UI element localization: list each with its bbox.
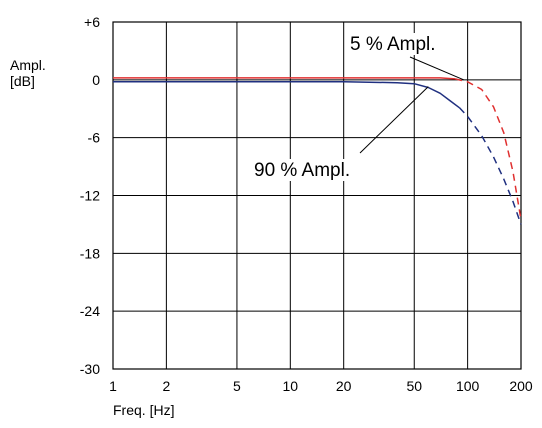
annotation-leader-line [409, 56, 464, 81]
annotation-leader-line [359, 86, 429, 154]
annotation-label: 5 % Ampl. [350, 34, 436, 55]
series-line-2-solid [113, 81, 460, 109]
x-tick-label: 20 [336, 378, 352, 394]
y-tick-label: -6 [88, 130, 101, 146]
x-tick-label: 10 [283, 378, 299, 394]
y-tick-label: -24 [80, 303, 100, 319]
x-axis-label: Freq. [Hz] [113, 402, 174, 418]
x-tick-label: 50 [406, 378, 422, 394]
y-axis-label: Ampl. [10, 57, 46, 73]
annotation-background [252, 159, 354, 181]
y-tick-label: +6 [84, 14, 100, 30]
annotation-background [348, 33, 440, 55]
y-tick-label: -12 [80, 188, 100, 204]
y-tick-label: -18 [80, 245, 100, 261]
series-line-2-dashed [458, 107, 522, 225]
y-tick-label: 0 [92, 72, 100, 88]
x-tick-label: 5 [233, 378, 241, 394]
y-tick-label: -30 [80, 361, 100, 377]
series-line-1-dashed [454, 78, 522, 220]
x-tick-label: 1 [109, 378, 117, 394]
series-line-1-solid [113, 77, 456, 80]
x-tick-label: 100 [456, 378, 480, 394]
x-tick-label: 2 [162, 378, 170, 394]
y-axis-label: [dB] [10, 73, 35, 89]
annotation-label: 90 % Ampl. [254, 160, 350, 181]
x-tick-label: 200 [509, 378, 533, 394]
